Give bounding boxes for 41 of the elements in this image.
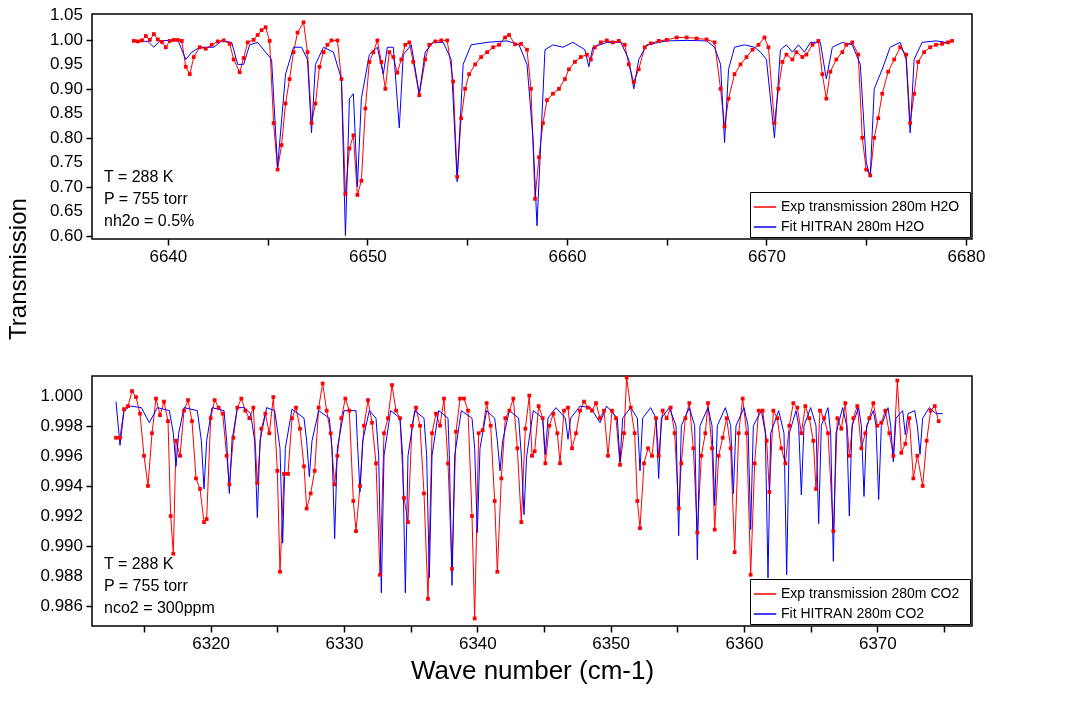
y-tick-label: 0.85 xyxy=(49,103,83,123)
y-tick-label: 0.80 xyxy=(49,127,83,147)
y-tick-label: 0.986 xyxy=(40,596,83,616)
y-tick-label: 0.990 xyxy=(40,536,83,556)
x-tick-label: 6650 xyxy=(348,246,387,266)
y-tick-label: 1.00 xyxy=(49,29,83,49)
y-tick-label: 0.90 xyxy=(49,78,83,98)
annotation: nh2o = 0.5% xyxy=(104,212,195,229)
annotation: nco2 = 300ppm xyxy=(104,599,215,616)
y-tick-label: 0.988 xyxy=(40,566,83,586)
x-tick-label: 6350 xyxy=(592,633,631,653)
y-tick-label: 0.60 xyxy=(49,225,83,245)
x-axis-title: Wave number (cm-1) xyxy=(410,654,655,685)
legend-label: Exp transmission 280m CO2 xyxy=(781,585,960,601)
y-tick-label: 0.998 xyxy=(40,415,83,435)
annotation: T = 288 K xyxy=(104,555,174,572)
x-tick-label: 6340 xyxy=(458,633,497,653)
x-tick-label: 6660 xyxy=(548,246,587,266)
y-tick-label: 0.996 xyxy=(40,445,83,465)
legend-label: Exp transmission 280m H2O xyxy=(781,198,960,214)
legend-label: Fit HITRAN 280m CO2 xyxy=(781,605,925,621)
y-tick-label: 0.70 xyxy=(49,176,83,196)
x-tick-label: 6320 xyxy=(192,633,231,653)
x-tick-label: 6330 xyxy=(325,633,364,653)
legend-label: Fit HITRAN 280m H2O xyxy=(781,218,925,234)
y-tick-label: 1.05 xyxy=(49,5,83,25)
annotation: P = 755 torr xyxy=(104,190,189,207)
y-tick-label: 0.992 xyxy=(40,506,83,526)
y-tick-label: 0.65 xyxy=(49,201,83,221)
annotation: T = 288 K xyxy=(104,168,174,185)
y-tick-label: 0.994 xyxy=(40,475,83,495)
y-axis-title: Transmission xyxy=(3,198,31,340)
annotation: P = 755 torr xyxy=(104,577,189,594)
x-tick-label: 6670 xyxy=(748,246,786,266)
x-tick-label: 6680 xyxy=(947,246,986,266)
x-tick-label: 6370 xyxy=(858,633,897,653)
x-tick-label: 6360 xyxy=(725,633,764,653)
y-tick-label: 0.75 xyxy=(49,152,83,172)
y-tick-label: 0.95 xyxy=(49,54,83,74)
y-tick-label: 1.000 xyxy=(40,385,83,405)
x-tick-label: 6640 xyxy=(149,246,188,266)
